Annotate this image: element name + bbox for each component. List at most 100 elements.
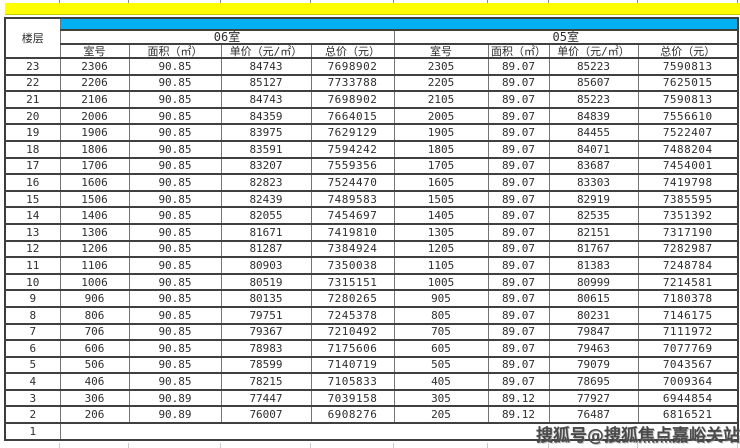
cell-area[interactable]: 89.07 bbox=[487, 372, 550, 391]
yellow-banner-row[interactable] bbox=[5, 3, 740, 15]
col-header-area-06[interactable]: 面积（㎡） bbox=[128, 43, 222, 59]
cell-floor[interactable]: 13 bbox=[4, 222, 61, 242]
cell-room[interactable]: 2305 bbox=[393, 57, 489, 76]
cell-unit-price[interactable]: 83687 bbox=[548, 156, 639, 176]
cell-room[interactable]: 2306 bbox=[59, 57, 130, 76]
cell-total-price[interactable]: 7280265 bbox=[310, 289, 395, 308]
cell-area[interactable]: 89.07 bbox=[487, 173, 550, 192]
cell-area[interactable]: 90.89 bbox=[128, 405, 222, 425]
cell-floor[interactable]: 14 bbox=[4, 206, 61, 225]
cell-total-price[interactable]: 7419810 bbox=[310, 222, 395, 242]
cell-total-price[interactable]: 7105833 bbox=[310, 372, 395, 391]
cell-area[interactable]: 89.07 bbox=[487, 289, 550, 308]
cell-unit-price[interactable]: 80231 bbox=[548, 305, 639, 325]
cell-unit-price[interactable]: 79367 bbox=[220, 322, 312, 342]
cell-total-price[interactable]: 7180378 bbox=[637, 289, 739, 308]
cell-room[interactable]: 1906 bbox=[59, 123, 130, 142]
cell-room[interactable]: 1606 bbox=[59, 173, 130, 192]
cell-unit-price[interactable]: 78599 bbox=[220, 355, 312, 375]
cell-unit-price[interactable]: 83591 bbox=[220, 139, 312, 159]
cell-unit-price[interactable]: 82151 bbox=[548, 222, 639, 242]
cell-unit-price[interactable]: 80999 bbox=[548, 272, 639, 292]
cell-area[interactable]: 89.07 bbox=[487, 106, 550, 126]
cell-unit-price[interactable]: 84839 bbox=[548, 106, 639, 126]
cell-room[interactable]: 806 bbox=[59, 305, 130, 325]
cell-unit-price[interactable]: 79463 bbox=[548, 339, 639, 358]
col-header-unitprice-05[interactable]: 单价（元/㎡） bbox=[548, 43, 639, 59]
cell-room[interactable]: 706 bbox=[59, 322, 130, 342]
cell-room[interactable]: 2206 bbox=[59, 73, 130, 93]
cell-area[interactable]: 90.85 bbox=[128, 305, 222, 325]
cell-total-price[interactable]: 7698902 bbox=[310, 57, 395, 76]
cell-area[interactable]: 89.07 bbox=[487, 156, 550, 176]
cell-room[interactable]: 306 bbox=[59, 388, 130, 408]
cell-room[interactable]: 1706 bbox=[59, 156, 130, 176]
cell-unit-price[interactable]: 84455 bbox=[548, 123, 639, 142]
cell-floor[interactable]: 3 bbox=[4, 388, 61, 408]
cell-unit-price[interactable]: 79079 bbox=[548, 355, 639, 375]
cell-floor[interactable]: 19 bbox=[4, 123, 61, 142]
cell-total-price[interactable]: 7214581 bbox=[637, 272, 739, 292]
cell-area[interactable]: 89.07 bbox=[487, 123, 550, 142]
cell-floor[interactable]: 9 bbox=[4, 289, 61, 308]
cell-unit-price[interactable]: 82919 bbox=[548, 189, 639, 209]
cell-total-price[interactable]: 7559356 bbox=[310, 156, 395, 176]
cell-room[interactable]: 1805 bbox=[393, 139, 489, 159]
cell-floor[interactable]: 22 bbox=[4, 73, 61, 93]
cell-room[interactable]: 205 bbox=[393, 405, 489, 425]
cell-area[interactable]: 90.85 bbox=[128, 239, 222, 259]
cell-area[interactable]: 90.85 bbox=[128, 106, 222, 126]
cell-room[interactable]: 1705 bbox=[393, 156, 489, 176]
cell-floor[interactable]: 6 bbox=[4, 339, 61, 358]
cell-unit-price[interactable]: 77927 bbox=[548, 388, 639, 408]
col-header-room-05[interactable]: 室号 bbox=[393, 43, 489, 59]
cell-floor[interactable]: 10 bbox=[4, 272, 61, 292]
floor-column-header[interactable]: 楼层 bbox=[4, 17, 61, 59]
cell-room[interactable]: 905 bbox=[393, 289, 489, 308]
cell-floor[interactable]: 8 bbox=[4, 305, 61, 325]
cell-total-price[interactable]: 7317190 bbox=[637, 222, 739, 242]
cell-total-price[interactable]: 7419798 bbox=[637, 173, 739, 192]
cell-area[interactable]: 89.07 bbox=[487, 222, 550, 242]
unit-06-title[interactable]: 06室 bbox=[59, 29, 395, 45]
cell-room[interactable]: 2106 bbox=[59, 90, 130, 109]
cell-room[interactable]: 1605 bbox=[393, 173, 489, 192]
cell-total-price[interactable]: 7111972 bbox=[637, 322, 739, 342]
cell-area[interactable]: 90.85 bbox=[128, 339, 222, 358]
cell-unit-price[interactable]: 81671 bbox=[220, 222, 312, 242]
cell-room[interactable]: 805 bbox=[393, 305, 489, 325]
cell-unit-price[interactable]: 85607 bbox=[548, 73, 639, 93]
cell-total-price[interactable]: 7146175 bbox=[637, 305, 739, 325]
cell-room[interactable]: 1905 bbox=[393, 123, 489, 142]
cell-unit-price[interactable]: 80135 bbox=[220, 289, 312, 308]
cell-area[interactable]: 90.85 bbox=[128, 123, 222, 142]
cell-room[interactable]: 406 bbox=[59, 372, 130, 391]
cell-unit-price[interactable]: 80519 bbox=[220, 272, 312, 292]
cell-total-price[interactable]: 7556610 bbox=[637, 106, 739, 126]
cell-floor[interactable]: 21 bbox=[4, 90, 61, 109]
cell-unit-price[interactable]: 81383 bbox=[548, 256, 639, 275]
cell-total-price[interactable]: 7175606 bbox=[310, 339, 395, 358]
cell-room[interactable]: 1206 bbox=[59, 239, 130, 259]
cell-unit-price[interactable]: 80903 bbox=[220, 256, 312, 275]
cell-total-price[interactable]: 6944854 bbox=[637, 388, 739, 408]
cell-unit-price[interactable]: 82823 bbox=[220, 173, 312, 192]
cell-total-price[interactable]: 7664015 bbox=[310, 106, 395, 126]
cell-area[interactable]: 89.07 bbox=[487, 57, 550, 76]
cell-total-price[interactable]: 7385595 bbox=[637, 189, 739, 209]
cell-floor[interactable]: 5 bbox=[4, 355, 61, 375]
cell-room[interactable]: 1105 bbox=[393, 256, 489, 275]
cell-unit-price[interactable]: 83207 bbox=[220, 156, 312, 176]
cell-room[interactable]: 206 bbox=[59, 405, 130, 425]
cell-floor[interactable]: 1 bbox=[4, 422, 61, 442]
cell-floor[interactable]: 11 bbox=[4, 256, 61, 275]
cell-area[interactable]: 89.07 bbox=[487, 239, 550, 259]
cell-unit-price[interactable]: 83975 bbox=[220, 123, 312, 142]
cell-total-price[interactable]: 6908276 bbox=[310, 405, 395, 425]
cell-total-price[interactable]: 7140719 bbox=[310, 355, 395, 375]
cell-area[interactable]: 90.85 bbox=[128, 289, 222, 308]
cell-floor[interactable]: 12 bbox=[4, 239, 61, 259]
cell-total-price[interactable]: 7489583 bbox=[310, 189, 395, 209]
cell-total-price[interactable]: 7282987 bbox=[637, 239, 739, 259]
cell-area[interactable]: 89.07 bbox=[487, 139, 550, 159]
